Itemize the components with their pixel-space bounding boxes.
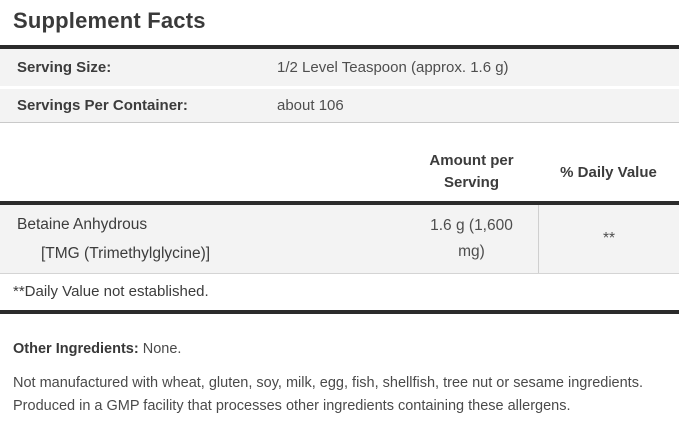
nutrient-name-cell: Betaine Anhydrous [TMG (Trimethylglycine… [0,210,405,268]
other-ingredients-line: Other Ingredients: None. [13,341,679,357]
page-title: Supplement Facts [13,8,206,33]
nutrient-amount-cell: 1.6 g (1,600 mg) [405,213,538,265]
serving-size-row: Serving Size: 1/2 Level Teaspoon (approx… [0,49,679,89]
nutrient-name: Betaine Anhydrous [17,216,148,233]
divider-thick-top [0,45,679,49]
nutrient-subname: [TMG (Trimethylglycine)] [41,245,211,262]
allergen-statement-line1: Not manufactured with wheat, gluten, soy… [13,375,643,391]
serving-size-value: 1/2 Level Teaspoon (approx. 1.6 g) [277,59,509,76]
nutrient-table-header: Amount per Serving % Daily Value [0,150,679,201]
divider-thick-bottom [0,310,679,314]
daily-value-footnote: **Daily Value not established. [13,283,209,300]
other-ingredients-label: Other Ingredients: [13,341,139,357]
servings-per-container-row: Servings Per Container: about 106 [0,89,679,123]
percent-daily-value-header: % Daily Value [560,163,657,181]
nutrient-table-row: Betaine Anhydrous [TMG (Trimethylglycine… [0,205,679,274]
nutrient-amount: 1.6 g (1,600 mg) [430,217,513,260]
amount-per-serving-header: Amount per Serving [429,152,514,191]
servings-per-container-label: Servings Per Container: [17,97,188,114]
divider-thick-middle [0,201,679,205]
nutrient-daily-value-cell: ** [538,205,679,273]
allergen-statement-line2: Produced in a GMP facility that processe… [13,398,571,414]
servings-per-container-value: about 106 [277,97,344,114]
serving-size-label: Serving Size: [17,59,112,76]
other-ingredients-value: None. [142,341,182,357]
allergen-statement: Not manufactured with wheat, gluten, soy… [13,372,679,418]
